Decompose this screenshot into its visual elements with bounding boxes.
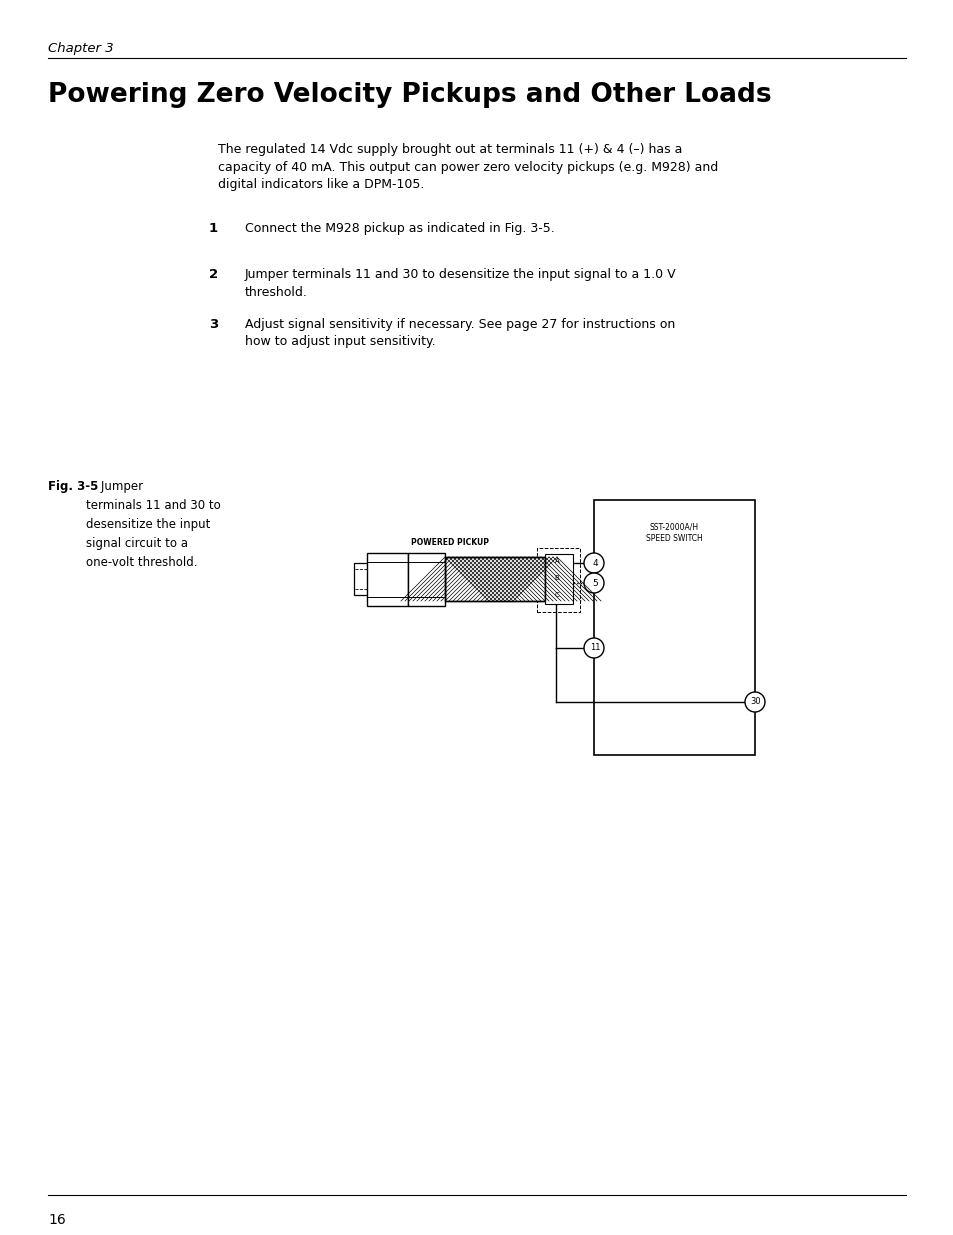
Text: 16: 16 bbox=[48, 1213, 66, 1228]
Text: SST-2000A/H: SST-2000A/H bbox=[649, 522, 699, 531]
Text: C: C bbox=[554, 592, 558, 598]
Text: POWERED PICKUP: POWERED PICKUP bbox=[411, 538, 489, 547]
Bar bbox=[354, 563, 388, 595]
Circle shape bbox=[583, 638, 603, 658]
Bar bbox=[444, 557, 544, 601]
Bar bbox=[537, 548, 579, 613]
Bar bbox=[444, 557, 544, 601]
Text: Connect the M928 pickup as indicated in Fig. 3-5.: Connect the M928 pickup as indicated in … bbox=[245, 222, 554, 235]
Text: The regulated 14 Vdc supply brought out at terminals 11 (+) & 4 (–) has a
capaci: The regulated 14 Vdc supply brought out … bbox=[218, 143, 718, 191]
Text: Adjust signal sensitivity if necessary. See page 27 for instructions on
how to a: Adjust signal sensitivity if necessary. … bbox=[245, 317, 675, 348]
Text: Jumper
terminals 11 and 30 to
desensitize the input
signal circuit to a
one-volt: Jumper terminals 11 and 30 to desensitiz… bbox=[86, 480, 220, 569]
Text: 30: 30 bbox=[750, 698, 760, 706]
Bar bbox=[367, 553, 408, 606]
Circle shape bbox=[583, 553, 603, 573]
Bar bbox=[594, 500, 754, 755]
Text: 11: 11 bbox=[589, 643, 599, 652]
Text: Powering Zero Velocity Pickups and Other Loads: Powering Zero Velocity Pickups and Other… bbox=[48, 82, 771, 107]
Bar bbox=[544, 555, 573, 604]
Text: Jumper terminals 11 and 30 to desensitize the input signal to a 1.0 V
threshold.: Jumper terminals 11 and 30 to desensitiz… bbox=[245, 268, 676, 299]
Text: 3: 3 bbox=[209, 317, 218, 331]
Text: Fig. 3-5: Fig. 3-5 bbox=[48, 480, 98, 493]
Text: SPEED SWITCH: SPEED SWITCH bbox=[645, 534, 702, 543]
Text: 5: 5 bbox=[592, 578, 598, 588]
Circle shape bbox=[744, 692, 764, 713]
Bar bbox=[408, 553, 444, 606]
Circle shape bbox=[583, 573, 603, 593]
Text: Chapter 3: Chapter 3 bbox=[48, 42, 113, 56]
Text: A: A bbox=[554, 558, 558, 564]
Text: 4: 4 bbox=[592, 558, 598, 568]
Text: 1: 1 bbox=[209, 222, 218, 235]
Text: 2: 2 bbox=[209, 268, 218, 282]
Text: B: B bbox=[554, 576, 558, 580]
